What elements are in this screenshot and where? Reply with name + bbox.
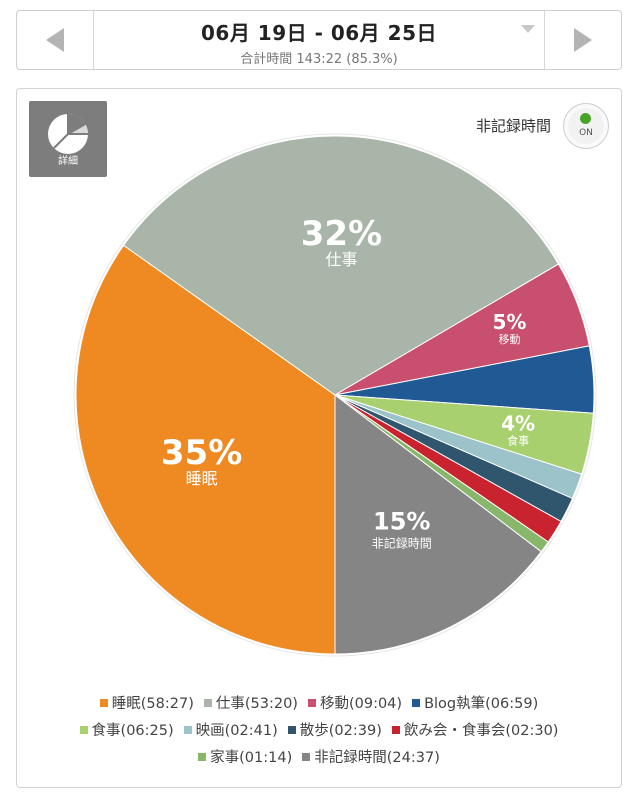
legend-item: 飲み会・食事会(02:30) (391, 719, 559, 740)
detail-label: 詳細 (58, 156, 78, 167)
legend-swatch (412, 698, 421, 707)
arrow-left-icon (46, 28, 64, 52)
dropdown-caret-icon[interactable] (521, 25, 535, 33)
date-range-selector[interactable]: 06月 19日 - 06月 25日 合計時間 143:22 (85.3%) (93, 17, 545, 67)
legend-item: 非記録時間(24:37) (302, 746, 440, 767)
toggle-indicator-light (580, 113, 591, 124)
legend-label: 家事(01:14) (210, 750, 293, 766)
legend-swatch (79, 725, 88, 734)
arrow-right-icon (574, 28, 592, 52)
legend-swatch (203, 698, 212, 707)
legend-item: 食事(06:25) (79, 719, 174, 740)
legend-swatch (391, 725, 400, 734)
slice-name-label: 仕事 (325, 250, 357, 269)
legend-label: 非記録時間(24:37) (314, 750, 440, 766)
legend-swatch (183, 725, 192, 734)
pie-slice-9[interactable] (334, 393, 542, 655)
chart-card: 35% 睡眠 32% 仕事 5% 移動 4% 食事 15% 非記録時間 詳細 非記録時間 ON 睡… (16, 88, 622, 788)
legend-swatch (287, 725, 296, 734)
chart-legend: 睡眠(58:27) 仕事(53:20) 移動(09:04) Blog執筆(06:59)… (39, 692, 599, 773)
legend-swatch (99, 698, 108, 707)
legend-label: 食事(06:25) (91, 723, 174, 739)
legend-label: 仕事(53:20) (215, 696, 298, 712)
legend-item: 家事(01:14) (198, 746, 292, 767)
legend-label: 移動(09:04) (319, 696, 403, 712)
legend-label: 映画(02:41) (195, 723, 278, 739)
legend-item: 睡眠(58:27) (99, 692, 194, 713)
slice-percent-label: 4% (501, 411, 535, 435)
legend-item: 散歩(02:39) (287, 719, 382, 740)
legend-item: 移動(09:04) (307, 692, 403, 713)
legend-swatch (307, 698, 316, 707)
slice-name-label: 非記録時間 (372, 536, 432, 551)
date-range-title: 06月 19日 - 06月 25日 (201, 21, 437, 45)
pie-slice-0[interactable] (75, 244, 336, 655)
unrecorded-toggle-label: 非記録時間 (475, 117, 551, 135)
legend-label: 散歩(02:39) (299, 723, 382, 739)
legend-item: 仕事(53:20) (203, 692, 298, 713)
legend-swatch (198, 752, 207, 761)
legend-row: 睡眠(58:27) 仕事(53:20) 移動(09:04) Blog執筆(06:59) (39, 692, 599, 713)
pie-chart: 35%睡眠 32%仕事 5%移動 4%食事 15%非記録時間 (73, 133, 597, 657)
legend-row: 家事(01:14) 非記録時間(24:37) (39, 746, 599, 767)
slice-name-label: 移動 (498, 332, 520, 346)
slice-percent-label: 35% (161, 433, 242, 473)
total-time-summary: 合計時間 143:22 (85.3%) (240, 52, 398, 67)
slice-name-label: 睡眠 (186, 469, 218, 488)
pie-chart-icon (48, 114, 88, 154)
pie-slice-1[interactable] (122, 135, 560, 396)
date-range-header: 06月 19日 - 06月 25日 合計時間 143:22 (85.3%) (16, 10, 622, 70)
slice-percent-label: 32% (301, 214, 382, 254)
next-week-button[interactable] (544, 11, 621, 69)
legend-item: 映画(02:41) (183, 719, 278, 740)
legend-label: Blog執筆(06:59) (424, 696, 539, 712)
detail-button[interactable]: 詳細 (29, 101, 107, 177)
slice-name-label: 食事 (507, 433, 529, 447)
slice-percent-label: 15% (373, 508, 430, 536)
previous-week-button[interactable] (17, 11, 94, 69)
unrecorded-toggle[interactable]: ON (563, 103, 609, 149)
slice-percent-label: 5% (493, 310, 527, 334)
legend-row: 食事(06:25) 映画(02:41) 散歩(02:39) 飲み会・食事会(02:30… (39, 719, 599, 740)
legend-label: 飲み会・食事会(02:30) (403, 723, 559, 739)
legend-item: Blog執筆(06:59) (412, 692, 538, 713)
legend-label: 睡眠(58:27) (111, 696, 194, 712)
toggle-state: ON (579, 128, 593, 138)
legend-swatch (302, 752, 311, 761)
